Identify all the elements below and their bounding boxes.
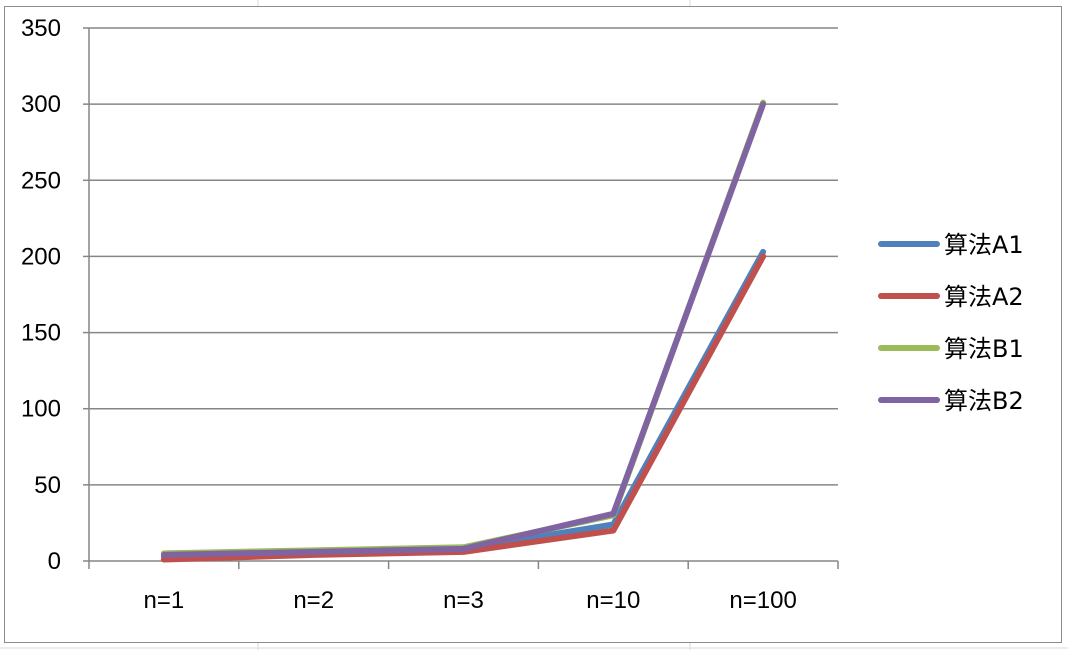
legend-label: 算法A1 — [944, 231, 1024, 259]
y-tick-label: 150 — [21, 320, 61, 347]
y-axis-ticks: 0 50 100 150 200 250 300 350 — [21, 15, 61, 575]
series-lines — [160, 99, 767, 563]
chart-area[interactable]: 0 50 100 150 200 250 300 350 n=1 n=2 n=3 n=10 n=100… — [4, 6, 1062, 643]
series-line-1[interactable] — [160, 253, 767, 563]
y-tick-label: 0 — [48, 548, 61, 575]
x-tick-label: n=100 — [729, 587, 796, 614]
y-tick-label: 50 — [34, 472, 61, 499]
y-tick-label: 300 — [21, 91, 61, 118]
legend-label: 算法B1 — [944, 335, 1024, 363]
y-tick-label: 100 — [21, 396, 61, 423]
x-tick-label: n=3 — [443, 587, 484, 614]
gridlines — [89, 27, 838, 486]
series-line-0[interactable] — [160, 248, 767, 560]
y-tick-label: 200 — [21, 243, 61, 270]
line-chart: 0 50 100 150 200 250 300 350 n=1 n=2 n=3 n=10 n=100… — [21, 15, 1024, 614]
x-axis-ticks: n=1 n=2 n=3 n=10 n=100 — [144, 587, 797, 614]
x-tick-label: n=1 — [144, 587, 185, 614]
series-line-2[interactable] — [160, 99, 767, 557]
legend-label: 算法A2 — [944, 283, 1024, 311]
x-tick-label: n=10 — [586, 587, 640, 614]
legend[interactable]: 算法A1 算法A2 算法B1 算法B2 — [878, 231, 1024, 415]
legend-label: 算法B2 — [944, 387, 1024, 415]
y-tick-label: 350 — [21, 15, 61, 42]
series-line-3[interactable] — [160, 101, 767, 558]
y-tick-label: 250 — [21, 167, 61, 194]
x-tick-label: n=2 — [293, 587, 334, 614]
axes — [83, 27, 839, 569]
